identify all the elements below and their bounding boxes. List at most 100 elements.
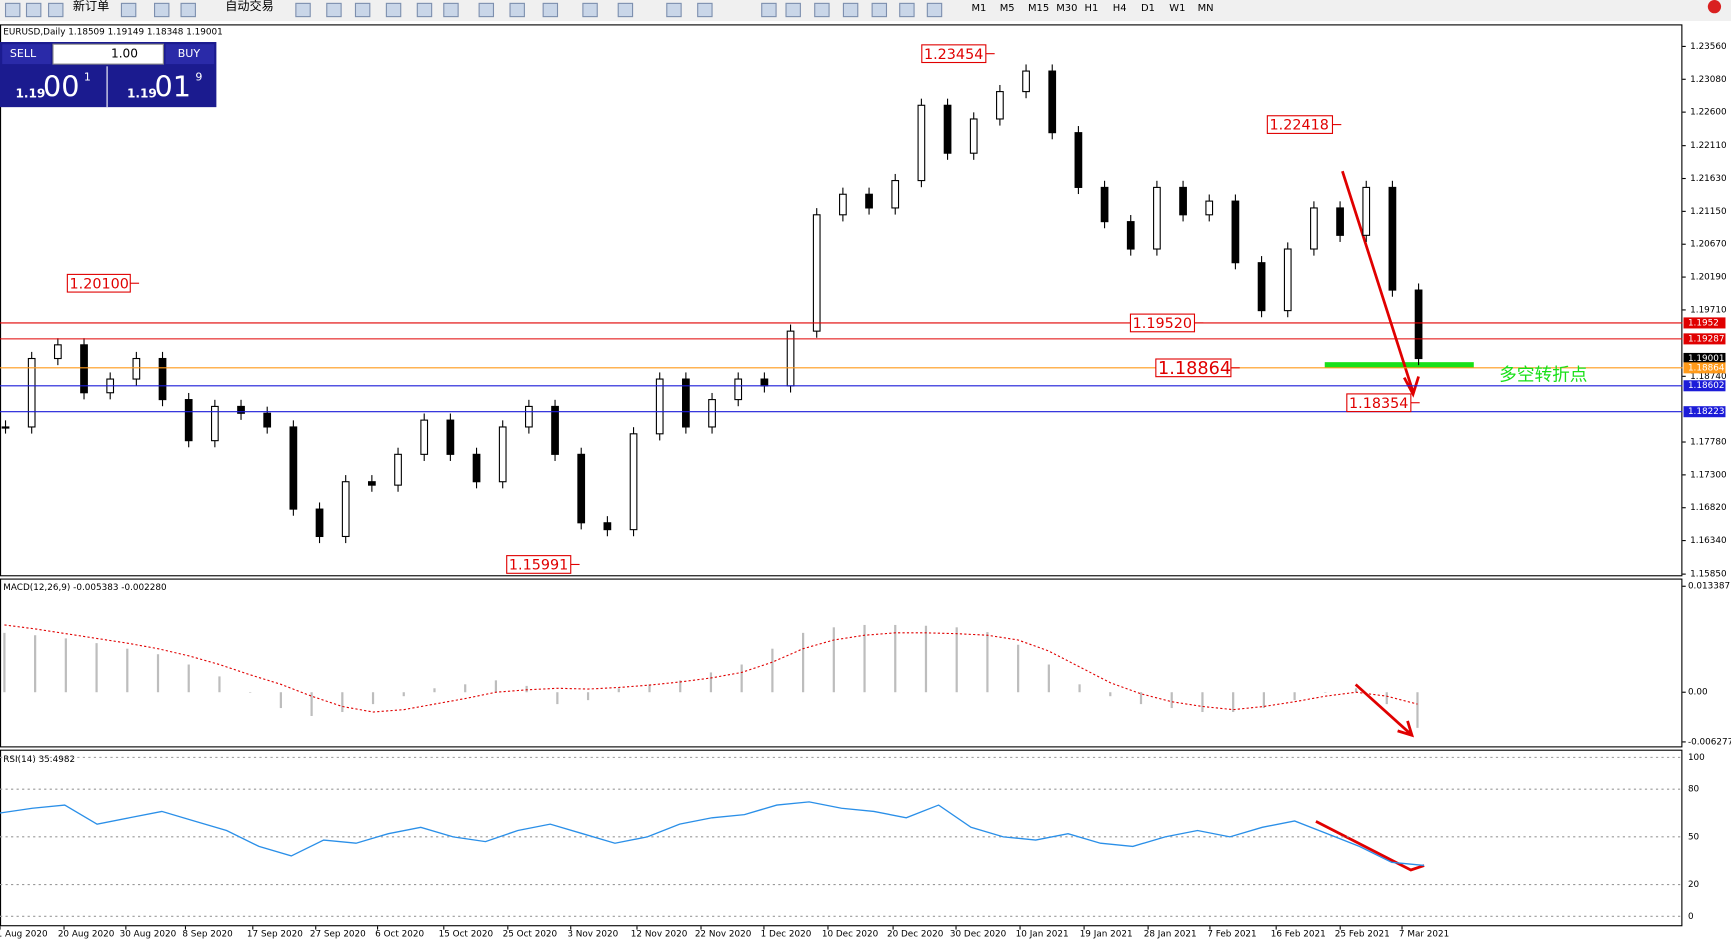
x-tick-label: 20 Aug 2020	[58, 930, 115, 940]
toolbar-icon[interactable]	[871, 2, 888, 18]
y-tick-label: 1.21150	[1690, 207, 1727, 217]
timeframe-button[interactable]: M5	[1000, 3, 1015, 14]
buy-price-big: 1.19	[127, 86, 157, 100]
toolbar-icon[interactable]	[697, 2, 713, 18]
annotation: 1.18864	[1158, 359, 1231, 379]
timeframe-button[interactable]: W1	[1169, 3, 1185, 14]
macd-bar	[709, 672, 713, 693]
timeframe-button[interactable]: MN	[1198, 3, 1214, 14]
toolbar-icon[interactable]	[25, 2, 42, 18]
annotation: 1.18354	[1349, 396, 1408, 412]
macd-bar	[34, 635, 37, 693]
buy-button[interactable]	[165, 44, 215, 65]
candle	[1205, 200, 1214, 216]
toolbar-icon[interactable]	[478, 2, 495, 18]
candle	[812, 214, 821, 332]
toolbar-icon[interactable]	[785, 2, 801, 18]
buy-label[interactable]: BUY	[178, 47, 201, 60]
timeframe-button[interactable]: H4	[1113, 3, 1127, 14]
candle	[394, 453, 402, 486]
macd-bar	[648, 684, 651, 693]
candle	[315, 508, 324, 538]
macd-bar	[1170, 692, 1173, 709]
y-tick-label: 1.21630	[1690, 174, 1727, 184]
toolbar-icon[interactable]	[814, 2, 830, 18]
candle	[760, 378, 769, 387]
toolbar-icon[interactable]	[48, 2, 64, 18]
macd-bar	[863, 624, 866, 693]
toolbar	[0, 0, 1731, 22]
arrow	[1341, 170, 1420, 398]
toolbar-icon[interactable]	[295, 2, 311, 18]
macd-bar	[894, 624, 897, 693]
new-order-button[interactable]: 新订单	[73, 0, 109, 13]
y-tick-label: 0	[1688, 912, 1694, 922]
toolbar-icon[interactable]	[120, 2, 137, 18]
y-tick-label: -0.006277	[1688, 737, 1731, 747]
macd-bar	[1232, 692, 1235, 713]
macd-bar	[617, 688, 620, 693]
toolbar-icon[interactable]	[926, 2, 943, 18]
y-tick-label: 1.20670	[1690, 240, 1727, 250]
macd-bar	[279, 692, 282, 709]
candle	[1310, 207, 1318, 250]
timeframe-button[interactable]: D1	[1141, 3, 1155, 14]
y-tick-label: 1.16820	[1690, 503, 1727, 513]
toolbar-icon[interactable]	[666, 2, 682, 18]
chart-window	[0, 21, 1731, 944]
toolbar-icon[interactable]	[443, 2, 459, 18]
level-tag	[1683, 380, 1726, 392]
toolbar-icon[interactable]	[154, 2, 170, 18]
toolbar-icon[interactable]	[842, 2, 859, 18]
toolbar-icon[interactable]	[617, 2, 634, 18]
candle	[969, 118, 978, 154]
y-tick-label: 1.22110	[1690, 141, 1727, 151]
candle	[341, 481, 350, 538]
toolbar-icon[interactable]	[582, 2, 598, 18]
x-tick-label: 17 Sep 2020	[247, 930, 303, 940]
arrow	[1354, 683, 1415, 738]
macd-bar	[341, 692, 344, 713]
macd-bar	[801, 632, 805, 693]
x-tick-label: 19 Jan 2021	[1080, 930, 1133, 940]
toolbar-icon[interactable]	[385, 2, 402, 18]
macd-bar	[955, 627, 958, 693]
y-tick-label: 50	[1688, 832, 1700, 842]
toolbar-icon[interactable]	[542, 2, 559, 18]
timeframe-button[interactable]: M30	[1056, 3, 1077, 14]
x-tick-label: 28 Jan 2021	[1144, 930, 1197, 940]
timeframe-button[interactable]: H1	[1085, 3, 1099, 14]
toolbar-icon[interactable]	[4, 2, 21, 18]
macd-bar	[740, 664, 743, 693]
candle	[682, 378, 690, 428]
macd-bar	[924, 625, 928, 693]
macd-bar	[1201, 692, 1204, 713]
candle	[498, 426, 507, 483]
lot-input[interactable]	[52, 43, 164, 65]
sell-price-big: 1.19	[15, 86, 45, 100]
candle	[708, 399, 716, 428]
toolbar-icon[interactable]	[180, 2, 196, 18]
x-tick-label: 22 Nov 2020	[695, 930, 752, 940]
macd-bar	[464, 684, 467, 693]
y-tick-label: 1.17780	[1690, 438, 1727, 448]
toolbar-icon[interactable]	[416, 2, 433, 18]
macd-bar	[433, 688, 436, 693]
toolbar-icon[interactable]	[326, 2, 342, 18]
y-tick-label: 1.18740	[1690, 372, 1727, 382]
toolbar-icon[interactable]	[899, 2, 915, 18]
toolbar-icon[interactable]	[761, 2, 777, 18]
auto-trading-button[interactable]: 自动交易	[225, 0, 274, 13]
candle	[996, 91, 1004, 120]
timeframe-button[interactable]: M1	[971, 3, 986, 14]
timeframe-button[interactable]: M15	[1028, 3, 1049, 14]
macd-bar	[310, 692, 313, 716]
sell-label[interactable]: SELL	[10, 47, 37, 60]
sell-button[interactable]	[2, 44, 51, 65]
y-tick-label: 0.00	[1688, 688, 1708, 698]
candle	[27, 357, 36, 428]
toolbar-icon[interactable]	[509, 2, 525, 18]
candle	[655, 378, 664, 435]
toolbar-icon[interactable]	[354, 2, 371, 18]
